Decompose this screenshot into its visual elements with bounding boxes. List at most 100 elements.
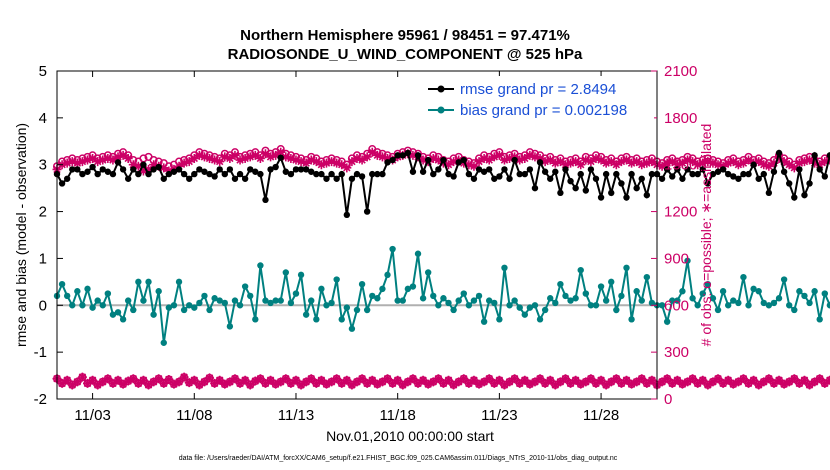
obs-assimilated-point (733, 160, 743, 170)
rmse-point (811, 152, 818, 159)
rmse-point (592, 175, 600, 182)
x-tick-label: 11/13 (278, 407, 314, 424)
rmse-point (704, 180, 712, 187)
obs-assimilated-low-point (281, 374, 291, 384)
rmse-point (267, 166, 274, 173)
rmse-point (541, 168, 549, 175)
rmse-point (480, 168, 488, 175)
rmse-point (506, 175, 513, 182)
bias-point (460, 290, 467, 297)
bias-point (496, 316, 503, 323)
rmse-point (297, 166, 305, 173)
y-left-tick-label: -2 (34, 391, 47, 408)
rmse-point (674, 166, 681, 173)
obs-assimilated-low-point (327, 377, 337, 387)
obs-assimilated-low-point (276, 377, 286, 387)
bias-point (119, 316, 127, 323)
obs-assimilated-point (759, 160, 769, 170)
y-right-tick-label: 600 (664, 297, 689, 314)
obs-assimilated-point (367, 147, 377, 157)
rmse-point (567, 177, 574, 185)
obs-assimilated-point (352, 153, 362, 163)
obs-assimilated-low-point (408, 374, 418, 384)
obs-assimilated-point (444, 160, 454, 170)
rmse-point (618, 180, 625, 187)
obs-assimilated-low-point (616, 378, 626, 388)
obs-assimilated-point (535, 153, 545, 163)
rmse-point (821, 173, 828, 180)
obs-assimilated-low-point (596, 375, 606, 385)
obs-assimilated-low-point (321, 379, 331, 389)
bias-point (277, 297, 284, 304)
obs-assimilated-low-point (499, 380, 509, 390)
obs-assimilated-point (632, 157, 642, 167)
obs-assimilated-point (744, 155, 754, 165)
bias-point (735, 299, 742, 307)
bias-point (114, 309, 122, 316)
rmse-point (521, 170, 528, 178)
obs-assimilated-low-point (225, 377, 235, 387)
rmse-point (333, 175, 340, 182)
obs-assimilated-point (276, 147, 286, 157)
bias-point (216, 297, 223, 304)
obs-assimilated-point (642, 158, 652, 168)
rmse-point (353, 170, 361, 178)
rmse-point (552, 168, 559, 175)
bias-point (379, 285, 386, 293)
rmse-point (511, 156, 518, 164)
obs-assimilated-point (189, 153, 199, 163)
y-right-tick-label: 2100 (664, 63, 697, 80)
rmse-point (445, 170, 452, 178)
bias-point (663, 318, 671, 325)
obs-assimilated-point (72, 158, 82, 168)
rmse-point (124, 175, 132, 182)
bias-point (562, 292, 569, 300)
bias-point (709, 295, 717, 302)
obs-assimilated-low-point (169, 379, 179, 389)
obs-assimilated-point (321, 158, 331, 168)
rmse-point (531, 184, 539, 192)
obs-assimilated-point (464, 160, 474, 170)
rmse-point (114, 159, 122, 166)
bias-point (186, 302, 193, 309)
obs-assimilated-point (550, 158, 560, 168)
obs-assimilated-point (805, 155, 815, 165)
obs-assimilated-point (362, 152, 372, 162)
obs-assimilated-point (754, 157, 764, 167)
rmse-point (755, 175, 762, 182)
rmse-point (430, 170, 437, 178)
rmse-point (786, 180, 793, 187)
obs-assimilated-point (296, 157, 306, 167)
obs-assimilated-low-point (164, 374, 174, 384)
obs-assimilated-low-point (189, 375, 199, 385)
rmse-point (536, 159, 544, 166)
bias-point (470, 297, 478, 304)
bias-point (602, 297, 610, 304)
rmse-point (562, 166, 569, 173)
bias-point (506, 302, 513, 309)
bias-point (730, 297, 737, 304)
rmse-point (175, 166, 183, 173)
obs-assimilated-point (108, 155, 118, 165)
bias-point (745, 302, 752, 309)
bias-point (796, 288, 803, 295)
bias-point (450, 306, 457, 314)
obs-assimilated-point (357, 155, 367, 165)
rmse-point (658, 175, 666, 182)
obs-assimilated-low-point (749, 375, 759, 385)
obs-assimilated-low-point (418, 375, 428, 385)
obs-assimilated-low-point (510, 374, 520, 384)
obs-assimilated-point (245, 152, 255, 162)
obs-assimilated-point (113, 152, 123, 162)
obs-assimilated-point (306, 155, 316, 165)
rmse-point (735, 175, 742, 182)
obs-assimilated-low-point (779, 379, 789, 389)
obs-assimilated-point (332, 158, 342, 168)
obs-assimilated-low-point (744, 378, 754, 388)
rmse-point (150, 166, 157, 173)
rmse-point (419, 168, 427, 175)
obs-assimilated-low-point (723, 375, 733, 385)
rmse-point (363, 208, 371, 215)
obs-assimilated-point (210, 155, 220, 165)
legend-box (424, 76, 654, 120)
